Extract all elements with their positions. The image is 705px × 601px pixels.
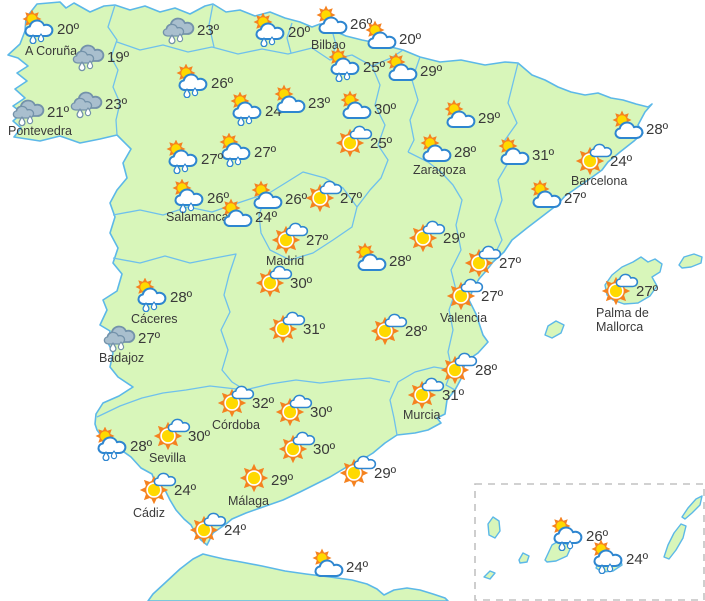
ibiza-island <box>544 320 565 339</box>
city-label: Córdoba <box>212 418 260 432</box>
north-africa-coast <box>147 553 449 601</box>
city-label: Badajoz <box>99 351 145 365</box>
menorca-island <box>678 253 703 269</box>
inset-border <box>474 483 705 601</box>
canary-inset <box>474 483 705 601</box>
city-label: Cáceres <box>131 312 178 326</box>
city-label: Pontevedra <box>8 124 72 138</box>
city-label: Barcelona <box>571 174 628 188</box>
city-label: Zaragoza <box>413 163 466 177</box>
city-label: Sevilla <box>149 451 186 465</box>
city-label: Bilbao <box>311 38 346 52</box>
city-label: Málaga <box>228 494 269 508</box>
city-label: Madrid <box>266 254 305 268</box>
city-label: Cádiz <box>133 506 165 520</box>
city-label: Murcia <box>403 408 441 422</box>
city-label: Salamanca <box>166 210 229 224</box>
mainland-spain <box>7 1 653 546</box>
city-label: A Coruña <box>25 44 78 58</box>
city-label: Valencia <box>440 311 488 325</box>
city-label: Palma de Mallorca <box>596 306 649 335</box>
mallorca-island <box>604 256 663 305</box>
